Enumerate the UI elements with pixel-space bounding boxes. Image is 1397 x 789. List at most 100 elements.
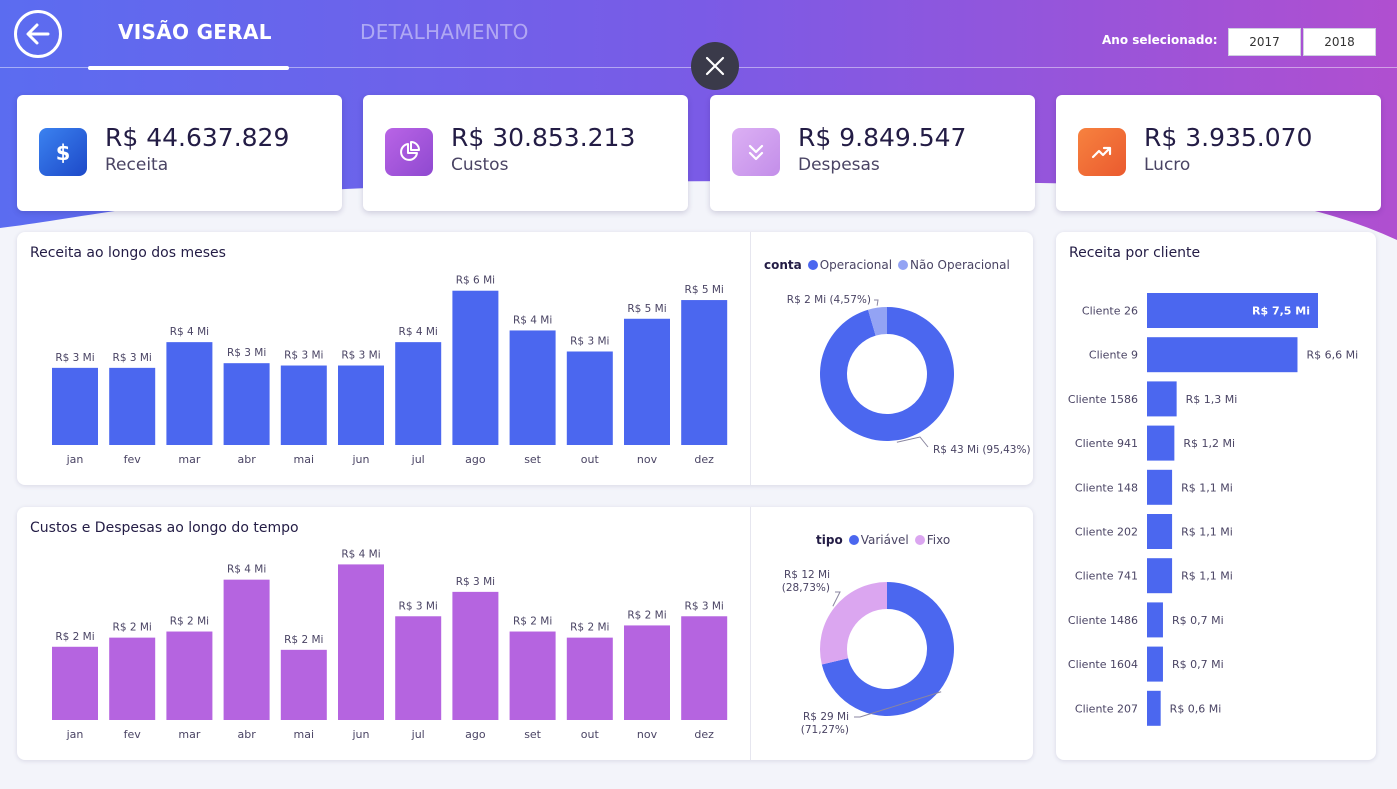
- cost-chart-title: Custos e Despesas ao longo do tempo: [30, 520, 299, 536]
- bar-fev[interactable]: [109, 637, 156, 720]
- leader-line[interactable]: [832, 591, 841, 607]
- revenue-bar-chart: R$ 3 Mi jan R$ 3 Mi fev R$ 4 Mi mar R$ 3 Mi abr…: [52, 275, 728, 466]
- x-tick-label: abr: [237, 453, 256, 466]
- bar-abr[interactable]: [223, 579, 270, 720]
- client-bar[interactable]: [1147, 690, 1161, 726]
- bar-dez[interactable]: [681, 300, 728, 445]
- bar-value-label: R$ 2 Mi: [170, 616, 209, 628]
- client-value-label: R$ 0,6 Mi: [1170, 702, 1222, 715]
- bar-dez[interactable]: [681, 616, 728, 720]
- bar-nov[interactable]: [624, 318, 670, 445]
- bar-value-label: R$ 4 Mi: [227, 564, 266, 576]
- kpi-card-receita: $ R$ 44.637.829 Receita: [17, 95, 342, 211]
- bar-jul[interactable]: [395, 342, 442, 445]
- kpi-label-receita: Receita: [105, 155, 169, 175]
- bar-ago[interactable]: [452, 290, 499, 445]
- x-tick-label: abr: [237, 728, 256, 741]
- back-button[interactable]: [14, 10, 62, 58]
- x-tick-label: fev: [124, 453, 142, 466]
- kpi-value-receita: R$ 44.637.829: [105, 123, 290, 152]
- bar-jul[interactable]: [395, 616, 442, 720]
- bar-abr[interactable]: [223, 363, 270, 445]
- client-bar[interactable]: [1147, 514, 1173, 549]
- client-name-label: Cliente 9: [1089, 349, 1138, 362]
- kpi-card-custos: R$ 30.853.213 Custos: [363, 95, 688, 211]
- client-bar[interactable]: [1147, 646, 1163, 682]
- bar-set[interactable]: [509, 631, 556, 720]
- donut-slice-operacional[interactable]: [819, 307, 954, 441]
- bar-nov[interactable]: [624, 625, 670, 720]
- leader-line[interactable]: [854, 691, 942, 718]
- legend-dot-operacional: [807, 260, 818, 270]
- bar-value-label: R$ 3 Mi: [456, 576, 495, 588]
- legend-operacional[interactable]: Operacional: [819, 258, 893, 272]
- x-tick-label: mai: [294, 453, 315, 466]
- leader-line[interactable]: [896, 436, 929, 448]
- x-tick-label: ago: [465, 728, 486, 741]
- donut-data-label: R$ 29 Mi: [803, 711, 849, 723]
- x-tick-label: mai: [294, 728, 315, 741]
- donut-slice-n-o-operacional[interactable]: [868, 307, 887, 336]
- donut-data-label: R$ 2 Mi (4,57%): [787, 294, 871, 306]
- x-tick-label: mar: [178, 728, 200, 741]
- legend-nao-operacional[interactable]: Não Operacional: [910, 258, 1010, 272]
- x-tick-label: mar: [178, 453, 200, 466]
- bar-mar[interactable]: [166, 631, 213, 720]
- client-bar[interactable]: [1147, 425, 1175, 461]
- conta-legend: conta Operacional Não Operacional: [764, 258, 1010, 272]
- close-button[interactable]: [691, 42, 739, 90]
- client-name-label: Cliente 1604: [1068, 658, 1138, 671]
- bar-value-label: R$ 2 Mi: [627, 609, 666, 621]
- bar-set[interactable]: [509, 330, 556, 445]
- x-tick-label: jan: [66, 728, 84, 741]
- legend-fixo[interactable]: Fixo: [926, 533, 951, 547]
- bar-jun[interactable]: [338, 564, 384, 720]
- client-bar[interactable]: [1147, 293, 1318, 328]
- year-button-2018[interactable]: 2018: [1303, 28, 1376, 56]
- tab-detalhamento[interactable]: DETALHAMENTO: [360, 20, 529, 44]
- client-bar[interactable]: [1147, 602, 1163, 638]
- x-tick-label: set: [524, 728, 541, 741]
- legend-variavel[interactable]: Variável: [860, 533, 909, 547]
- bar-mar[interactable]: [166, 342, 213, 445]
- client-name-label: Cliente 941: [1075, 437, 1138, 450]
- donut-slice-fixo[interactable]: [820, 582, 887, 665]
- bar-ago[interactable]: [452, 591, 499, 720]
- bar-out[interactable]: [566, 351, 613, 445]
- card-divider: [750, 232, 751, 485]
- trend-up-icon: [1078, 128, 1126, 176]
- client-value-label: R$ 1,1 Mi: [1181, 481, 1233, 494]
- bar-value-label: R$ 2 Mi: [513, 616, 552, 628]
- tipo-legend: tipo Variável Fixo: [816, 533, 950, 547]
- x-tick-label: nov: [637, 728, 658, 741]
- bar-mai[interactable]: [280, 365, 327, 445]
- kpi-label-despesas: Despesas: [798, 155, 880, 175]
- client-bar[interactable]: [1147, 381, 1177, 417]
- bar-jun[interactable]: [338, 365, 384, 445]
- legend-dot-fixo: [914, 535, 925, 545]
- bar-fev[interactable]: [109, 367, 156, 445]
- tipo-donut-chart: R$ 29 Mi(71,27%) R$ 12 Mi(28,73%): [782, 569, 954, 736]
- bar-out[interactable]: [566, 637, 613, 720]
- bar-jan[interactable]: [52, 367, 98, 445]
- client-value-label: R$ 0,7 Mi: [1172, 658, 1224, 671]
- bar-mai[interactable]: [280, 649, 327, 720]
- bar-value-label: R$ 2 Mi: [570, 622, 609, 634]
- client-name-label: Cliente 207: [1075, 702, 1138, 715]
- tipo-legend-title: tipo: [816, 533, 843, 547]
- bar-jan[interactable]: [52, 646, 98, 720]
- x-tick-label: out: [581, 728, 600, 741]
- donut-slice-vari-vel[interactable]: [821, 582, 954, 716]
- year-button-2017[interactable]: 2017: [1228, 28, 1301, 56]
- client-bar[interactable]: [1147, 558, 1173, 594]
- client-bar[interactable]: [1147, 337, 1298, 373]
- dollar-icon: $: [39, 128, 87, 176]
- kpi-card-despesas: R$ 9.849.547 Despesas: [710, 95, 1035, 211]
- arrow-left-icon: [26, 23, 50, 45]
- bar-value-label: R$ 3 Mi: [341, 350, 380, 362]
- tab-visao-geral[interactable]: VISÃO GERAL: [118, 20, 272, 44]
- leader-line[interactable]: [874, 299, 879, 306]
- x-tick-label: jul: [411, 728, 425, 741]
- client-bar[interactable]: [1147, 469, 1173, 505]
- x-tick-label: dez: [694, 453, 714, 466]
